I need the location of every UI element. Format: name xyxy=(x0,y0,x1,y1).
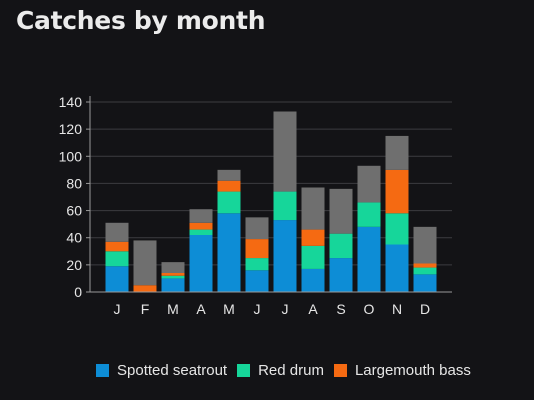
bar-segment-red-drum xyxy=(357,202,381,227)
x-tick-label: M xyxy=(167,301,179,317)
bar-segment-series-3 xyxy=(245,217,269,240)
legend-swatch xyxy=(237,364,251,377)
bar-segment-red-drum xyxy=(245,258,269,271)
x-tick-label: J xyxy=(114,301,121,317)
bar-segment-spotted-seatrout xyxy=(245,270,269,292)
bar-segment-red-drum xyxy=(273,191,297,221)
bars xyxy=(105,111,437,292)
x-tick-label: A xyxy=(308,301,318,317)
y-tick-label: 140 xyxy=(59,94,83,110)
x-tick-label: M xyxy=(223,301,235,317)
x-tick-label: S xyxy=(336,301,345,317)
x-tick-label: O xyxy=(364,301,375,317)
bar-segment-series-3 xyxy=(189,209,213,223)
bar-segment-red-drum xyxy=(301,245,325,269)
bar-segment-series-3 xyxy=(133,240,157,286)
legend-label: Spotted seatrout xyxy=(117,362,228,379)
y-tick-label: 120 xyxy=(59,121,83,137)
bar-segment-spotted-seatrout xyxy=(357,226,381,292)
bar-segment-largemouth-bass xyxy=(189,222,213,230)
bar-segment-largemouth-bass xyxy=(301,229,325,246)
bar-segment-largemouth-bass xyxy=(245,239,269,259)
bar-segment-series-3 xyxy=(357,165,381,203)
bar-segment-red-drum xyxy=(161,275,185,279)
y-tick-label: 80 xyxy=(66,175,82,191)
bar-segment-red-drum xyxy=(189,229,213,235)
bar-segment-spotted-seatrout xyxy=(329,258,353,292)
bar-segment-spotted-seatrout xyxy=(273,220,297,292)
axes xyxy=(89,96,452,293)
legend-item: Red drum xyxy=(237,362,324,379)
bar-segment-largemouth-bass xyxy=(105,241,129,252)
x-tick-label: J xyxy=(254,301,261,317)
bar-segment-red-drum xyxy=(105,251,129,267)
y-tick-label: 0 xyxy=(74,284,82,300)
x-tick-label: N xyxy=(392,301,402,317)
bar-segment-largemouth-bass xyxy=(385,169,409,214)
bar-segment-spotted-seatrout xyxy=(385,244,409,292)
y-tick-label: 40 xyxy=(66,230,82,246)
bar-segment-series-3 xyxy=(273,111,297,192)
bar-segment-red-drum xyxy=(385,213,409,245)
legend-swatch xyxy=(333,364,347,377)
legend: Spotted seatrout Red drum Largemouth bass xyxy=(96,362,481,379)
bar-segment-spotted-seatrout xyxy=(217,213,241,292)
y-tick-label: 20 xyxy=(66,257,82,273)
x-tick-label: J xyxy=(282,301,289,317)
bar-segment-series-3 xyxy=(161,262,185,273)
bar-segment-largemouth-bass xyxy=(133,285,157,292)
x-tick-label: F xyxy=(141,301,150,317)
bar-segment-series-3 xyxy=(105,222,129,242)
bar-segment-spotted-seatrout xyxy=(105,266,129,292)
bar-segment-red-drum xyxy=(329,233,353,259)
bar-segment-series-3 xyxy=(301,187,325,230)
bar-segment-largemouth-bass xyxy=(161,273,185,276)
bar-segment-red-drum xyxy=(413,267,437,275)
y-tick-label: 60 xyxy=(66,203,82,219)
bar-segment-series-3 xyxy=(385,135,409,170)
legend-label: Red drum xyxy=(258,362,324,379)
bar-segment-series-3 xyxy=(413,226,437,264)
x-tick-label: D xyxy=(420,301,430,317)
chart-title: Catches by month xyxy=(16,6,266,35)
bar-segment-series-3 xyxy=(329,188,353,234)
bar-segment-spotted-seatrout xyxy=(413,274,437,292)
y-tick-labels: 0 20 40 60 80 100 120 140 xyxy=(59,94,83,300)
bar-segment-spotted-seatrout xyxy=(189,235,213,292)
bar-segment-spotted-seatrout xyxy=(301,268,325,292)
legend-item: Largemouth bass xyxy=(333,362,471,379)
legend-label: Largemouth bass xyxy=(354,362,471,379)
bar-segment-largemouth-bass xyxy=(217,180,241,192)
bar-segment-series-3 xyxy=(217,169,241,181)
x-tick-label: A xyxy=(196,301,206,317)
bar-segment-largemouth-bass xyxy=(413,263,437,268)
bar-segment-spotted-seatrout xyxy=(161,278,185,292)
y-tick-label: 100 xyxy=(59,148,83,164)
legend-item: Spotted seatrout xyxy=(96,362,227,379)
bar-segment-red-drum xyxy=(217,191,241,214)
legend-swatch xyxy=(96,364,109,377)
